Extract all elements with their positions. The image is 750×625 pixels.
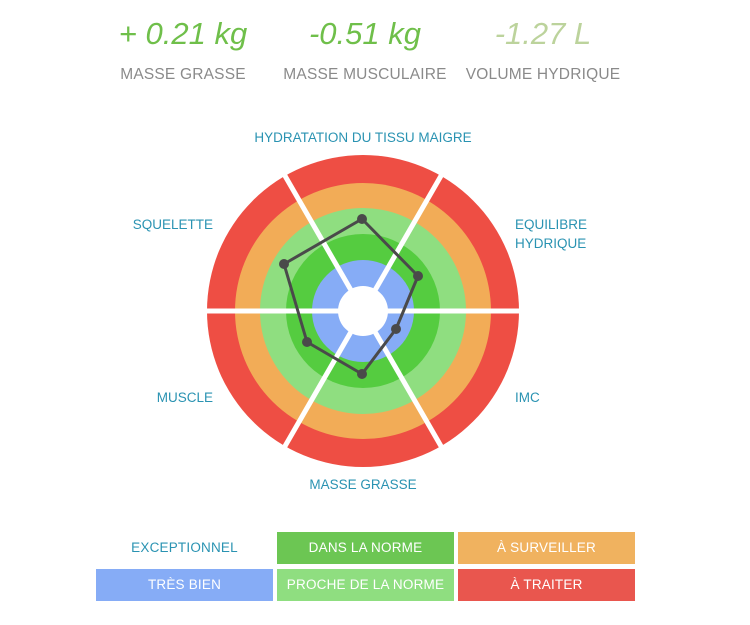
legend-proche-de-la-norme: PROCHE DE LA NORME	[277, 569, 454, 601]
axis-label-equilibre-hydrique-line1: EQUILIBRE	[515, 217, 587, 232]
muscle-mass-value: -0.51 kg	[308, 16, 421, 51]
muscle-mass-metric: -0.51 kg MASSE MUSCULAIRE	[260, 12, 470, 84]
radar-point-4	[302, 337, 312, 347]
fat-mass-value: + 0.21 kg	[118, 16, 248, 51]
legend-dans-la-norme: DANS LA NORME	[277, 532, 454, 564]
radar-point-2	[391, 324, 401, 334]
water-volume-value: -1.27 L	[494, 16, 592, 51]
radar-point-0	[357, 214, 367, 224]
axis-label-imc: IMC	[515, 390, 540, 405]
legend-exceptionnel: EXCEPTIONNEL	[131, 540, 238, 555]
legend-a-surveiller: À SURVEILLER	[458, 532, 635, 564]
fat-mass-label: MASSE GRASSE	[120, 66, 246, 83]
radar-point-3	[357, 369, 367, 379]
axis-label-masse-grasse: MASSE GRASSE	[309, 477, 416, 492]
axis-label-muscle: MUSCLE	[157, 390, 213, 405]
axis-label-squelette: SQUELETTE	[133, 217, 213, 232]
radar-point-1	[413, 271, 423, 281]
legend-tres-bien: TRÈS BIEN	[96, 569, 273, 601]
water-volume-metric: -1.27 L VOLUME HYDRIQUE	[438, 12, 648, 84]
fat-mass-metric: + 0.21 kg MASSE GRASSE	[78, 12, 288, 84]
axis-label-hydratation: HYDRATATION DU TISSU MAIGRE	[254, 130, 471, 145]
radar-series	[279, 214, 423, 379]
radar-point-5	[279, 259, 289, 269]
axis-label-equilibre-hydrique-line2: HYDRIQUE	[515, 236, 586, 251]
water-volume-label: VOLUME HYDRIQUE	[465, 66, 621, 83]
muscle-mass-label: MASSE MUSCULAIRE	[283, 66, 447, 83]
radar-dividers	[203, 171, 523, 451]
body-composition-radar: HYDRATATION DU TISSU MAIGRE EQUILIBRE HY…	[133, 130, 587, 492]
legend-a-traiter: À TRAITER	[458, 569, 635, 601]
sector-divider	[280, 171, 446, 451]
